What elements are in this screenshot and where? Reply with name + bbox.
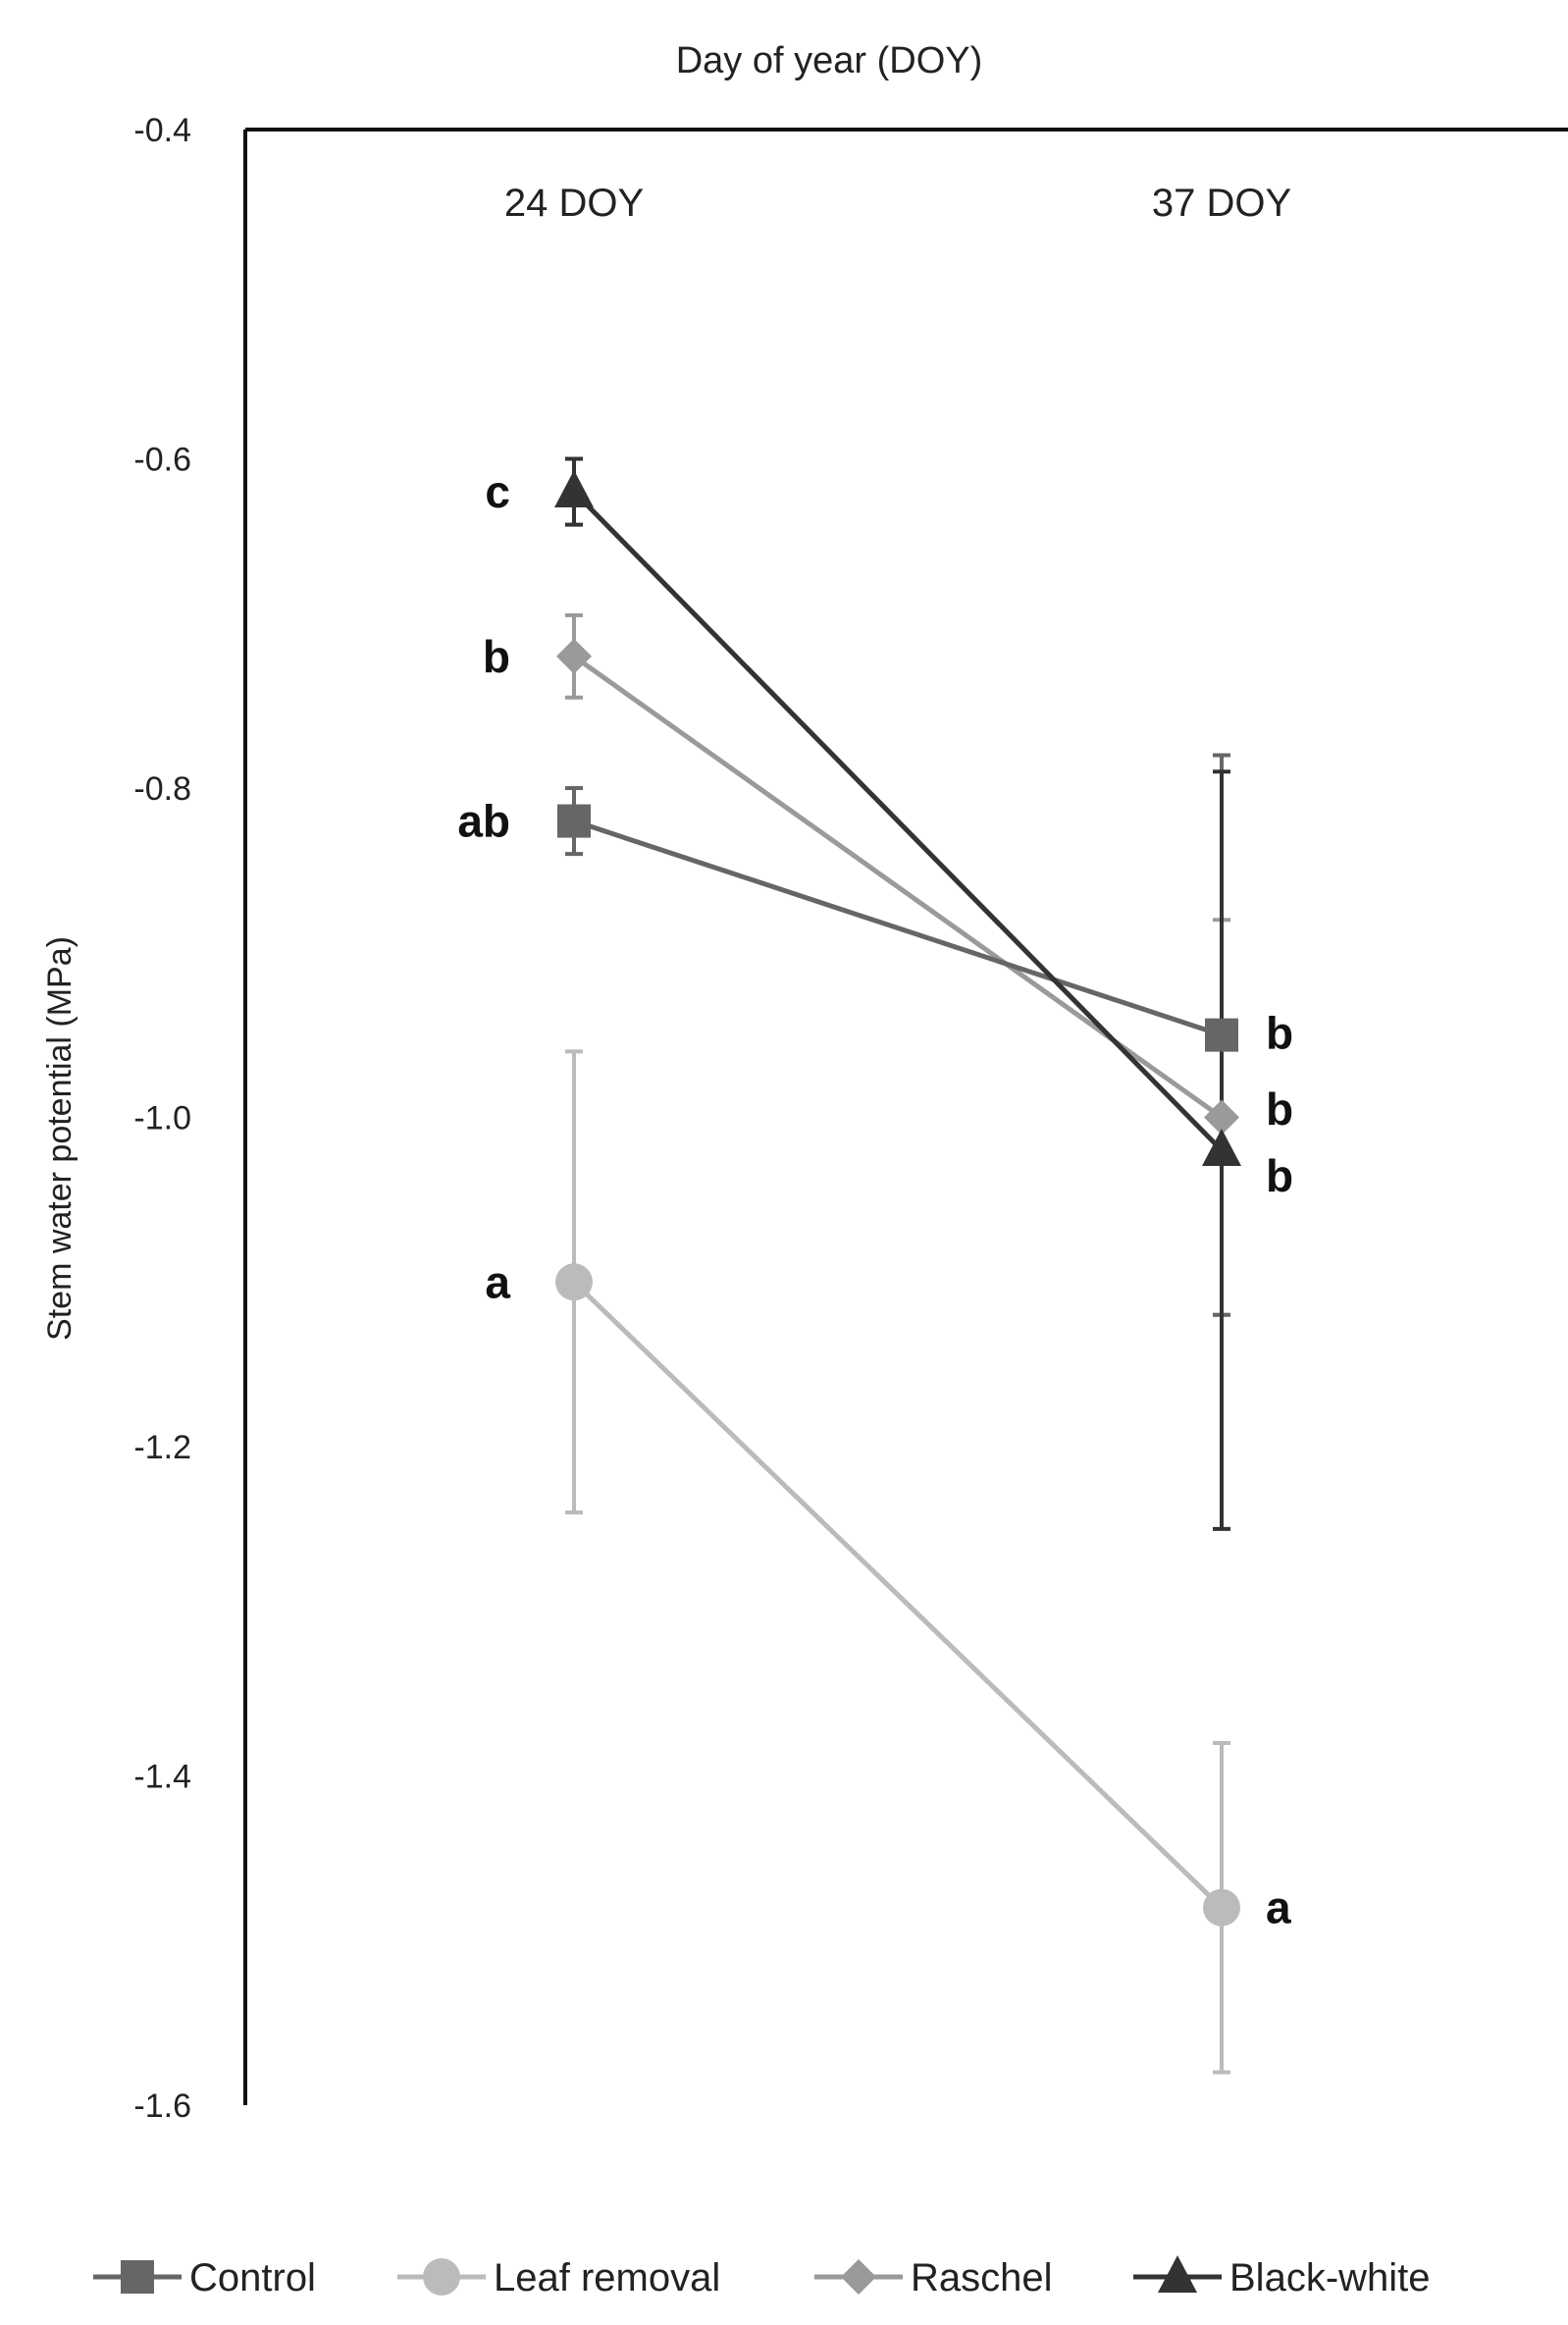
category-label: 24 DOY [504,182,644,225]
legend-marker [121,2260,154,2294]
legend-item-leaf-removal: Leaf removal [397,2256,720,2299]
raschel-point [556,638,592,674]
control-sig-label: b [1266,1008,1293,1059]
legend-label: Leaf removal [494,2256,720,2299]
legend: Control Leaf removal Raschel Black-white [93,2255,1431,2299]
black-white-line [572,490,1224,1152]
leaf-removal-line [572,1280,1224,1910]
category-labels: 24 DOY 37 DOY [504,182,1291,225]
control-point [1205,1018,1238,1052]
legend-item-raschel: Raschel [814,2256,1053,2299]
y-tick-label: -0.4 [133,112,191,149]
y-tick-label: -0.8 [133,770,191,808]
leaf-removal-sig-label: a [1266,1882,1291,1933]
legend-item-control: Control [93,2256,316,2299]
legend-item-black-white: Black-white [1133,2255,1431,2299]
raschel-sig-label: b [1266,1083,1293,1135]
series-lines [572,490,1224,1910]
legend-label: Control [189,2256,316,2299]
y-tick-label: -0.6 [133,442,191,479]
black-white-point [554,470,594,508]
chart-title: Day of year (DOY) [676,40,983,81]
error-bars [565,456,1230,2075]
control-point [557,804,591,838]
black-white-sig-label: c [485,466,510,517]
black-white-point [1202,1129,1241,1167]
control-sig-label: ab [457,796,510,847]
leaf-removal-sig-label: a [485,1256,510,1307]
y-axis-label: Stem water potential (MPa) [41,936,78,1341]
control-line [573,819,1223,1037]
data-points [554,470,1241,1927]
y-tick-label: -1.4 [133,1759,191,1796]
legend-marker [1158,2255,1197,2293]
y-tick-label: -1.0 [133,1100,191,1137]
y-tick-label: -1.2 [133,1429,191,1466]
legend-marker [423,2258,460,2296]
black-white-sig-label: b [1266,1150,1293,1201]
category-label: 37 DOY [1152,182,1291,225]
y-tick-label: -1.6 [133,2087,191,2125]
legend-label: Raschel [911,2256,1053,2299]
raschel-point [1204,1099,1239,1136]
legend-marker [841,2259,876,2295]
y-tick-labels: -0.4 -0.6 -0.8 -1.0 -1.2 -1.4 -1.6 [133,112,191,2125]
leaf-removal-point [1203,1888,1240,1927]
leaf-removal-point [555,1263,593,1301]
legend-label: Black-white [1229,2256,1431,2299]
raschel-sig-label: b [483,631,510,682]
